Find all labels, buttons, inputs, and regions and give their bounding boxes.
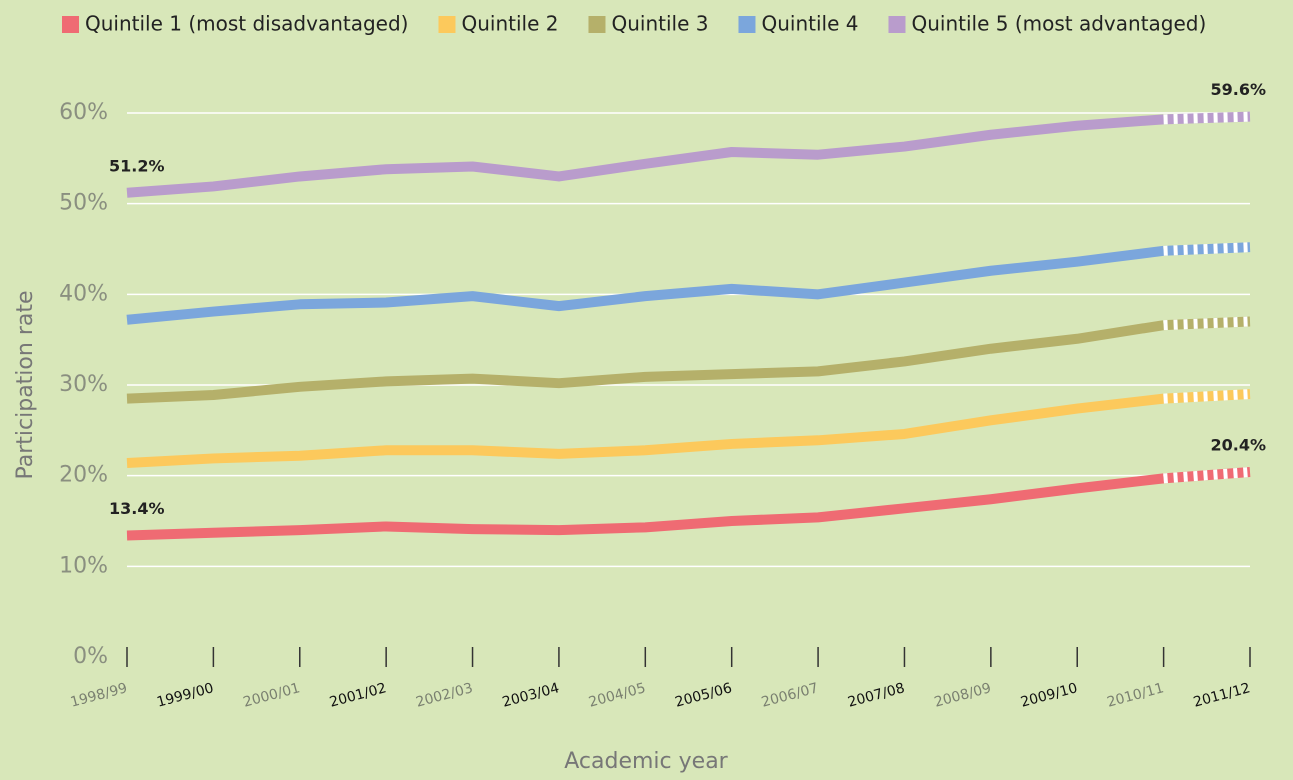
projected-dash — [1163, 316, 1251, 331]
x-tick-label: 1998/99 — [69, 680, 129, 711]
projected-dash — [1163, 389, 1251, 404]
series-line — [126, 320, 1165, 404]
y-tick-label: 50% — [59, 191, 108, 216]
value-label: 13.4% — [109, 499, 165, 518]
legend-swatch — [588, 16, 606, 33]
series-line — [126, 245, 1165, 325]
y-tick-label: 10% — [59, 553, 108, 578]
x-axis-label: Academic year — [564, 749, 728, 774]
legend-label: Quintile 5 (most advantaged) — [911, 12, 1206, 36]
x-tick-label: 2010/11 — [1105, 680, 1165, 711]
series-line — [126, 114, 1164, 198]
projected-dash — [1163, 467, 1251, 484]
legend-label: Quintile 4 — [761, 12, 858, 36]
legend-label: Quintile 3 — [611, 12, 708, 36]
projected-dash — [1163, 242, 1251, 256]
y-axis-label: Participation rate — [13, 290, 38, 479]
legend-swatch — [62, 16, 79, 33]
y-tick-label: 30% — [59, 372, 108, 397]
value-label: 51.2% — [109, 156, 165, 175]
x-tick-label: 2009/10 — [1019, 680, 1079, 711]
legend-label: Quintile 1 (most disadvantaged) — [85, 12, 408, 36]
series-line — [126, 393, 1165, 468]
y-tick-label: 0% — [73, 644, 108, 669]
x-tick-label: 2004/05 — [587, 680, 647, 711]
legend-swatch — [738, 16, 756, 33]
x-tick-label: 2002/03 — [414, 680, 474, 711]
x-tick-label: 2008/09 — [933, 680, 993, 711]
y-tick-label: 20% — [59, 463, 108, 488]
legend-swatch — [438, 16, 456, 33]
series-line — [126, 473, 1165, 541]
x-tick-label: 2005/06 — [673, 680, 733, 711]
x-tick-label: 2007/08 — [846, 680, 906, 711]
legend-label: Quintile 2 — [461, 12, 558, 36]
projected-dash — [1163, 111, 1251, 125]
x-tick-label: 2000/01 — [242, 680, 302, 711]
x-tick-label: 2006/07 — [760, 680, 820, 711]
legend-swatch — [888, 16, 906, 33]
value-label: 59.6% — [1210, 80, 1266, 99]
y-tick-label: 40% — [59, 281, 108, 306]
value-label: 20.4% — [1210, 436, 1266, 455]
x-tick-label: 1999/00 — [155, 680, 215, 711]
y-tick-label: 60% — [59, 100, 108, 125]
x-tick-label: 2001/02 — [328, 680, 388, 711]
x-tick-label: 2003/04 — [501, 680, 561, 711]
x-tick-label: 2011/12 — [1192, 680, 1252, 711]
